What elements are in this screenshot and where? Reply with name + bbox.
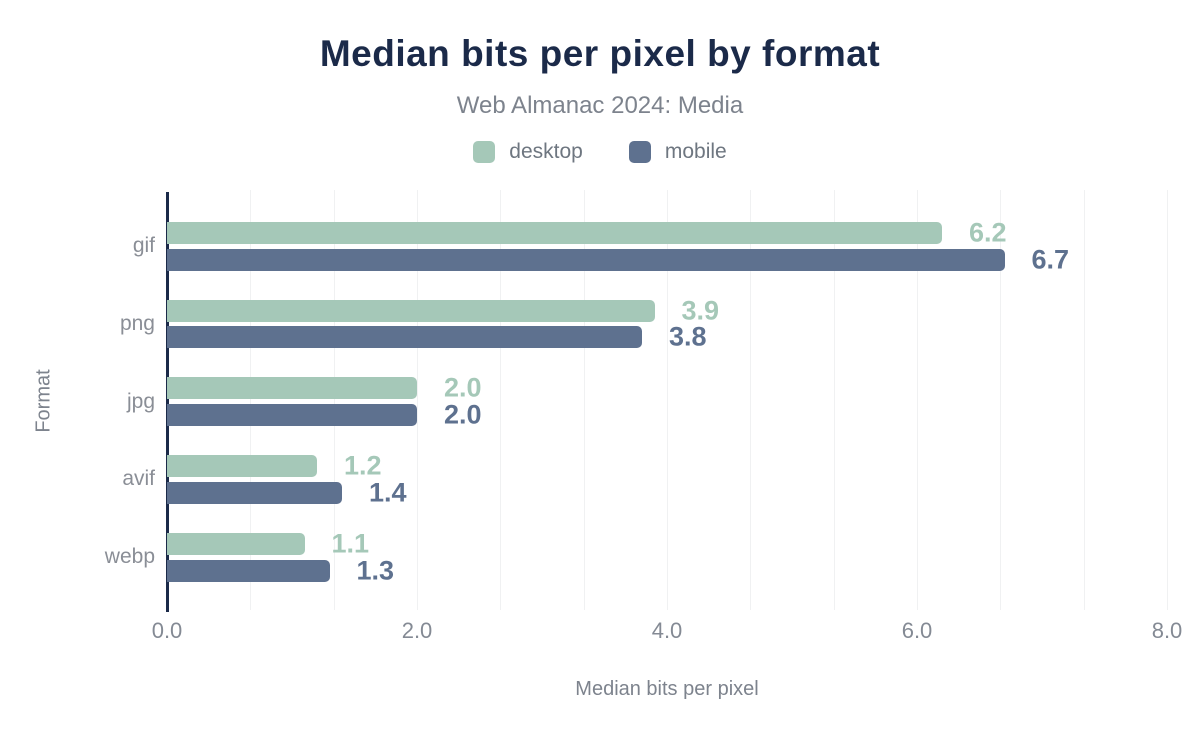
gridline	[1083, 190, 1085, 610]
x-tick-label: 8.0	[1151, 618, 1183, 643]
mobile-legend-swatch	[628, 141, 651, 163]
gridline	[750, 190, 752, 610]
legend: desktop mobile	[0, 140, 1200, 164]
category-label: jpg	[126, 389, 155, 413]
desktop-value-label: 1.2	[344, 450, 382, 481]
category-label: webp	[104, 545, 155, 569]
mobile-legend-label: mobile	[664, 140, 727, 163]
gridline	[667, 190, 668, 610]
desktop-bar	[167, 532, 305, 555]
gridline	[583, 190, 585, 610]
gridline	[500, 190, 502, 610]
x-axis-title: Median bits per pixel	[575, 678, 759, 700]
desktop-bar	[167, 222, 942, 244]
x-tick-label: 2.0	[401, 618, 433, 643]
mobile-value-label: 6.7	[1031, 244, 1070, 275]
mobile-bar	[167, 559, 330, 582]
chart-title: Median bits per pixel by format	[319, 33, 881, 74]
gridline	[417, 190, 418, 610]
mobile-bar	[167, 326, 642, 349]
gridline	[333, 190, 335, 610]
x-axis-tick-labels: 0.0 2.0 4.0 6.0 8.0	[152, 618, 1183, 644]
category-label: avif	[122, 467, 155, 491]
y-axis-line	[165, 192, 169, 612]
x-tick-label: 4.0	[651, 618, 683, 643]
chart-subtitle: Web Almanac 2024: Media	[456, 92, 744, 119]
desktop-bar	[167, 377, 417, 400]
gridline	[1167, 190, 1168, 610]
mobile-value-label: 3.8	[669, 321, 707, 352]
desktop-legend-label: desktop	[509, 140, 583, 163]
gridline	[833, 190, 835, 610]
desktop-bar	[167, 299, 655, 322]
category-label: gif	[132, 234, 155, 258]
x-tick-label: 6.0	[901, 618, 933, 643]
desktop-legend-swatch	[473, 141, 496, 163]
desktop-value-label: 6.2	[969, 217, 1007, 248]
gridline	[250, 190, 252, 610]
category-label: png	[119, 312, 155, 336]
mobile-bar	[167, 404, 417, 427]
mobile-bar	[167, 248, 1005, 271]
desktop-bar	[167, 455, 317, 478]
mobile-value-label: 1.4	[369, 477, 407, 508]
legend-item-mobile: mobile	[628, 140, 727, 164]
mobile-value-label: 1.3	[356, 555, 395, 585]
desktop-value-label: 3.9	[681, 295, 720, 326]
plot-area: 6.2 6.7 gif 3.9 3.8 png 2.0 2.0 jpg 1.2 1.4 avif 1.1…	[105, 190, 1168, 612]
x-tick-label: 0.0	[151, 618, 183, 643]
y-axis-title: Format	[32, 369, 55, 433]
desktop-value-label: 2.0	[444, 372, 482, 403]
gridline	[917, 190, 918, 610]
mobile-bar	[167, 481, 342, 504]
legend-item-desktop: desktop	[473, 140, 583, 164]
mobile-value-label: 2.0	[444, 399, 482, 430]
desktop-value-label: 1.1	[331, 528, 370, 559]
gridline	[1000, 190, 1002, 610]
